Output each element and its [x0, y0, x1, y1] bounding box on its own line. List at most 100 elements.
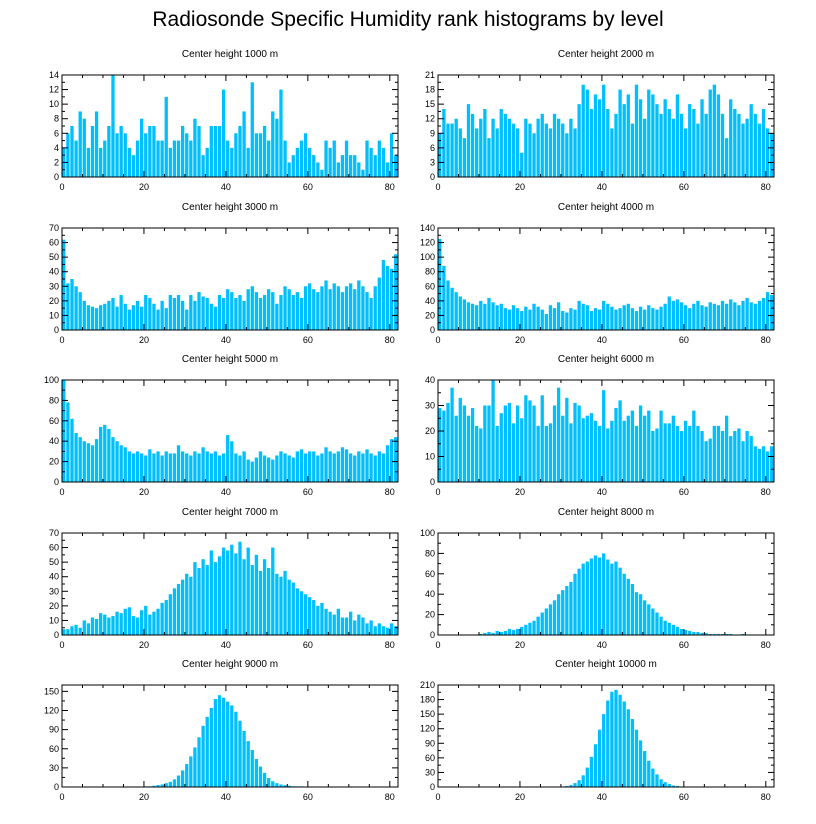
- bar: [373, 286, 377, 330]
- bar: [70, 126, 74, 177]
- bar: [353, 289, 357, 330]
- y-tick-label: 10: [49, 310, 59, 320]
- bar: [299, 449, 304, 482]
- bar: [389, 623, 394, 635]
- bar: [275, 118, 279, 177]
- bar: [544, 313, 548, 330]
- bar: [103, 303, 107, 330]
- bar: [569, 581, 573, 635]
- bar: [499, 631, 503, 635]
- bar: [254, 457, 259, 482]
- panel-title: Center height 10000 m: [555, 659, 657, 670]
- bar: [205, 565, 209, 635]
- bar: [226, 289, 230, 330]
- bar: [193, 747, 197, 787]
- bar: [593, 744, 598, 787]
- bar: [242, 451, 246, 482]
- bar: [94, 111, 99, 177]
- bar: [745, 297, 749, 330]
- bar: [271, 781, 275, 787]
- bar: [336, 286, 340, 330]
- bar: [556, 387, 561, 482]
- y-tick-label: 90: [425, 738, 435, 748]
- bar: [262, 126, 267, 177]
- bar: [283, 140, 287, 177]
- bar: [361, 617, 365, 635]
- bar: [487, 631, 491, 635]
- bar: [361, 169, 365, 177]
- bar: [483, 109, 487, 177]
- bar: [532, 405, 536, 482]
- bar: [135, 451, 140, 482]
- bar: [528, 400, 532, 482]
- bar: [267, 289, 271, 330]
- bar: [279, 784, 283, 787]
- bar: [663, 303, 667, 330]
- bar: [90, 306, 95, 330]
- bar: [279, 451, 283, 482]
- bar: [634, 425, 639, 482]
- bar: [483, 303, 487, 330]
- bar: [688, 104, 692, 177]
- bar: [213, 306, 218, 330]
- y-tick-label: 140: [420, 223, 435, 233]
- bar: [704, 441, 708, 482]
- bar: [193, 118, 197, 177]
- bar: [123, 447, 127, 482]
- bar: [552, 405, 557, 482]
- bar: [328, 451, 332, 482]
- bar: [287, 579, 291, 635]
- bar: [365, 292, 369, 330]
- bar: [761, 297, 766, 330]
- bar: [663, 99, 667, 177]
- bar: [369, 453, 373, 482]
- bar: [340, 155, 345, 177]
- y-tick-label: 30: [49, 586, 59, 596]
- bar: [651, 768, 655, 787]
- bar: [115, 611, 119, 635]
- bar: [688, 308, 692, 330]
- bar: [377, 140, 381, 177]
- y-tick-label: 120: [420, 724, 435, 734]
- bar: [172, 779, 177, 787]
- bar: [593, 420, 598, 482]
- bar: [679, 113, 684, 177]
- bar: [454, 118, 458, 177]
- bar: [589, 558, 594, 635]
- bar: [348, 155, 353, 177]
- panel-1: Center height 1000 m 0 20 40 60 80 0 2 4 6 8 10 12 14: [49, 49, 399, 192]
- x-tick-label: 20: [515, 182, 525, 192]
- bar: [483, 632, 487, 635]
- bar: [353, 455, 357, 482]
- bar: [450, 123, 454, 177]
- x-tick-label: 40: [221, 792, 231, 802]
- bar: [729, 99, 733, 177]
- x-tick-label: 80: [761, 182, 771, 192]
- bar: [737, 113, 741, 177]
- bar: [671, 624, 676, 635]
- bar: [708, 302, 712, 330]
- bar: [328, 147, 332, 177]
- bar: [655, 428, 659, 482]
- bar: [663, 620, 667, 635]
- bar: [520, 626, 524, 635]
- bar: [99, 147, 103, 177]
- bar: [626, 415, 630, 482]
- bar: [90, 126, 95, 177]
- bar: [230, 705, 234, 787]
- bar: [209, 453, 213, 482]
- bar: [581, 418, 585, 482]
- bar: [164, 96, 168, 177]
- bar: [643, 415, 647, 482]
- bar: [516, 405, 520, 482]
- bar: [144, 455, 148, 482]
- x-tick-label: 80: [761, 640, 771, 650]
- y-tick-label: 70: [49, 223, 59, 233]
- bar: [135, 140, 140, 177]
- bar: [74, 624, 78, 635]
- bar: [377, 277, 381, 330]
- bar: [283, 453, 287, 482]
- bar: [749, 104, 753, 177]
- bar: [462, 138, 467, 177]
- bar: [647, 305, 651, 330]
